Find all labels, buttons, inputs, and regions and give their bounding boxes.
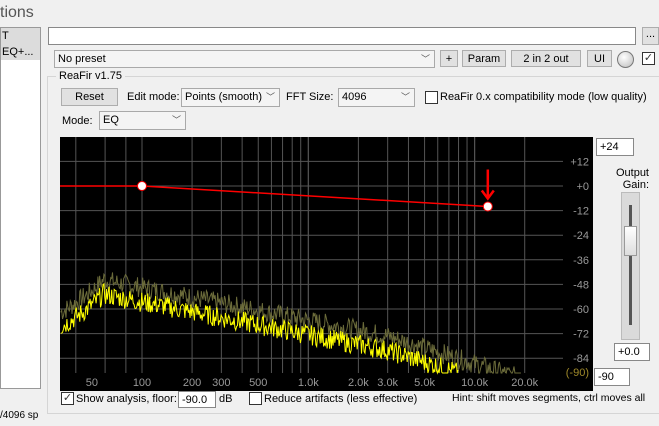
hint-text: Hint: shift moves segments, ctrl moves a…	[452, 392, 646, 404]
param-button[interactable]: Param	[462, 50, 506, 67]
eq-graph[interactable]: +12 +0 -12 -24 -36 -48 -60 -72 -84 (-90) 50 100 200 3…	[60, 137, 593, 391]
floor-label: (-90)	[566, 367, 589, 379]
freq-tick-label: 1.0k	[298, 377, 319, 389]
fft-size-label: FFT Size:	[286, 91, 334, 103]
plugin-group	[47, 76, 659, 414]
preset-select[interactable]: No preset ﹀	[54, 50, 435, 68]
compat-label: ReaFir 0.x compatibility mode (low quali…	[440, 91, 647, 103]
floor-input[interactable]: -90.0	[178, 391, 216, 408]
reset-button[interactable]: Reset	[61, 88, 118, 106]
chevron-down-icon: ﹀	[171, 115, 181, 125]
eq-point[interactable]	[137, 181, 147, 191]
mode-label: Mode:	[62, 115, 93, 127]
freq-tick-label: 500	[249, 377, 267, 389]
db-tick-label: -12	[573, 206, 589, 218]
show-analysis-label: Show analysis, floor:	[76, 393, 177, 405]
db-tick-label: -36	[573, 255, 589, 267]
eq-point[interactable]	[482, 201, 493, 212]
wet-knob[interactable]	[617, 51, 634, 68]
db-tick-label: -24	[573, 230, 589, 242]
arrow-down-icon	[480, 169, 495, 201]
freq-tick-label: 100	[133, 377, 151, 389]
edit-mode-select[interactable]: Points (smooth) ﹀	[181, 88, 280, 107]
freq-tick-label: 200	[183, 377, 201, 389]
freq-tick-label: 10.0k	[461, 377, 488, 389]
analysis-peak-curve	[60, 272, 521, 374]
chevron-down-icon: ﹀	[265, 92, 275, 102]
label-line: Gain:	[622, 179, 649, 191]
status-text: /4096 sp	[0, 410, 39, 421]
show-analysis-checkbox[interactable]: ✓	[61, 392, 74, 405]
reduce-artifacts-checkbox[interactable]	[249, 392, 262, 405]
freq-tick-label: 2.0k	[348, 377, 369, 389]
slider-thumb[interactable]	[624, 226, 637, 256]
chevron-down-icon: ﹀	[400, 92, 410, 102]
db-tick-label: -72	[573, 329, 589, 341]
fx-list[interactable]: T EQ+...	[0, 27, 41, 389]
mode-value: EQ	[103, 114, 119, 126]
mode-select[interactable]: EQ ﹀	[99, 111, 186, 130]
freq-tick-label: 5.0k	[414, 377, 435, 389]
db-tick-label: +12	[570, 156, 589, 168]
fx-name-input[interactable]	[48, 27, 636, 45]
reduce-artifacts-label: Reduce artifacts (less effective)	[264, 393, 418, 405]
compat-checkbox[interactable]	[425, 91, 438, 104]
gain-slider[interactable]	[621, 192, 640, 340]
window-title: tions	[0, 4, 34, 21]
gain-max-field[interactable]: +24	[596, 138, 634, 156]
graph-background	[60, 137, 593, 391]
slider-track	[629, 205, 632, 325]
ui-button[interactable]: UI	[587, 50, 612, 67]
fx-list-item[interactable]: T EQ+...	[1, 28, 40, 60]
fft-size-value: 4096	[342, 91, 367, 103]
freq-tick-label: 3.0k	[377, 377, 398, 389]
edit-mode-value: Points (smooth)	[185, 91, 263, 103]
freq-tick-label: 50	[86, 377, 98, 389]
io-button[interactable]: 2 in 2 out	[511, 50, 581, 67]
preset-value: No preset	[58, 53, 106, 65]
output-gain-label: Output Gain:	[615, 167, 649, 191]
db-unit-label: dB	[219, 393, 233, 405]
gain-min-field[interactable]: -90	[594, 368, 630, 386]
group-title: ReaFir v1.75	[56, 70, 125, 82]
label-line: Output	[615, 167, 649, 179]
gain-value-field[interactable]: +0.0	[614, 343, 650, 361]
analysis-curve	[60, 282, 459, 375]
freq-tick-label: 20.0k	[511, 377, 538, 389]
db-tick-label: -84	[573, 353, 589, 365]
db-tick-label: -48	[573, 279, 589, 291]
edit-mode-label: Edit mode:	[127, 91, 180, 103]
freq-tick-label: 300	[212, 377, 230, 389]
more-button[interactable]: ...	[642, 27, 659, 45]
chevron-down-icon: ﹀	[420, 54, 430, 64]
add-preset-button[interactable]: +	[440, 50, 458, 67]
db-tick-label: -60	[573, 304, 589, 316]
enable-checkbox[interactable]: ✓	[642, 52, 655, 65]
db-tick-label: +0	[576, 181, 589, 193]
fft-size-select[interactable]: 4096 ﹀	[338, 88, 415, 107]
